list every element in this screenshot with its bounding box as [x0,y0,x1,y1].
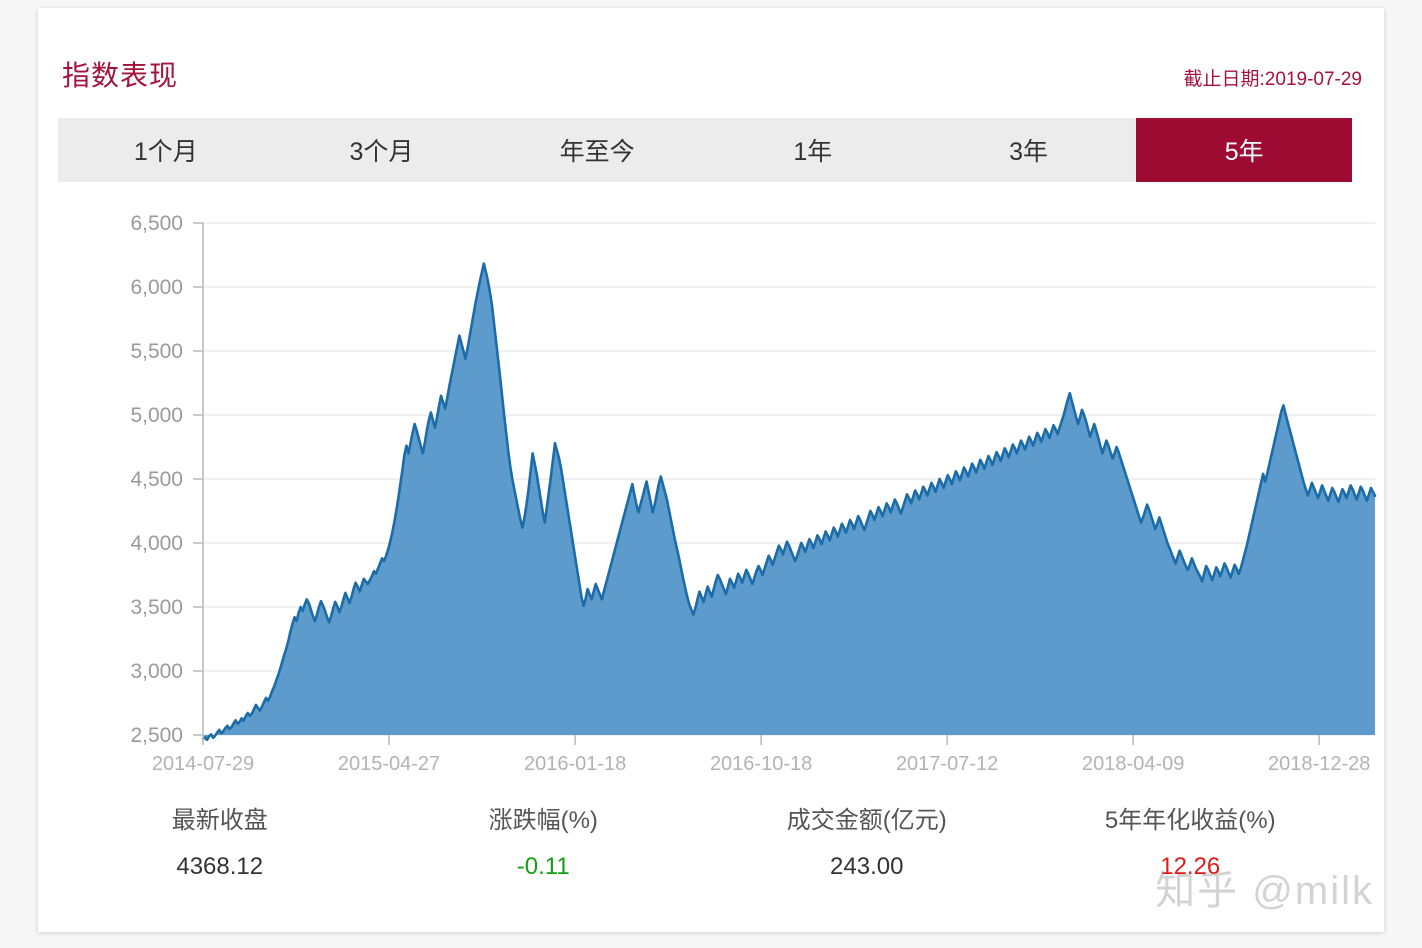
y-tick-label: 5,000 [130,404,183,427]
y-tick-label: 3,000 [130,660,183,683]
period-tab-1[interactable]: 3个月 [349,138,414,166]
index-area-fill [203,263,1375,740]
stat-cell-0: 最新收盘 4368.12 [58,807,382,918]
x-tick-label: 2016-10-18 [710,753,812,775]
x-tick-label: 2017-07-12 [896,753,998,775]
stat-label-3: 5年年化收益(%) [1104,807,1276,834]
period-tab-0[interactable]: 1个月 [133,138,198,166]
y-tick-label: 5,500 [130,340,183,363]
stat-value-2: 243.00 [830,853,904,881]
period-tab-4[interactable]: 3年 [1009,138,1048,166]
x-tick-label: 2016-01-18 [524,753,626,775]
stat-value-3: 12.26 [1160,853,1221,881]
period-tab-bar: 1个月 3个月 年至今 1年 3年 5年 [58,118,1353,182]
index-area-chart-svg: 2,500 3,000 3,500 4,000 4,500 5,000 5,500 6,000… [130,212,1377,775]
x-axis-labels: 2014-07-29 2015-04-27 2016-01-18 2016-10-18… [152,753,1371,775]
as-of-date-label: 截止日期:2019-07-29 [1183,69,1362,90]
x-tick-label: 2015-04-27 [338,753,440,775]
summary-stats-row: 最新收盘 4368.12 涨跌幅(%) -0.11 成交金额(亿元) 243.00 5年年化… [58,807,1353,918]
period-tab-3[interactable]: 1年 [793,138,833,166]
card-header: 指数表现 截止日期:2019-07-29 [38,8,1384,110]
y-tick-label: 6,500 [130,212,183,235]
stat-label-0: 最新收盘 [171,807,268,834]
stat-label-1: 涨跌幅(%) [488,807,598,834]
stat-cell-2: 成交金额(亿元) 243.00 [705,807,1029,918]
y-tick-label: 2,500 [130,724,183,747]
y-tick-label: 4,500 [130,468,183,491]
page-title: 指数表现 [62,60,179,91]
stat-value-1: -0.11 [516,853,570,881]
y-tick-label: 3,500 [130,596,183,619]
index-line [201,262,1377,742]
y-tick-label: 6,000 [130,276,183,299]
index-performance-card: 指数表现 截止日期:2019-07-29 1个月 3个月 年至今 1年 3年 5年 2,5… [38,8,1384,932]
axes [202,223,1321,745]
x-tick-label: 2018-04-09 [1082,753,1184,775]
period-tab-2[interactable]: 年至今 [559,138,635,166]
stat-label-2: 成交金额(亿元) [786,807,947,834]
y-axis-labels: 2,500 3,000 3,500 4,000 4,500 5,000 5,500 6,000… [130,212,183,747]
stat-value-0: 4368.12 [176,853,264,881]
y-tick-label: 4,000 [130,532,183,555]
stat-cell-1: 涨跌幅(%) -0.11 [382,807,706,918]
stat-cell-3: 5年年化收益(%) 12.26 [1029,807,1353,918]
x-tick-label: 2014-07-29 [152,753,254,775]
x-tick-label: 2018-12-28 [1268,753,1370,775]
index-chart: 2,500 3,000 3,500 4,000 4,500 5,000 5,500 6,000… [38,194,1384,794]
period-tab-5[interactable]: 5年 [1136,118,1353,182]
